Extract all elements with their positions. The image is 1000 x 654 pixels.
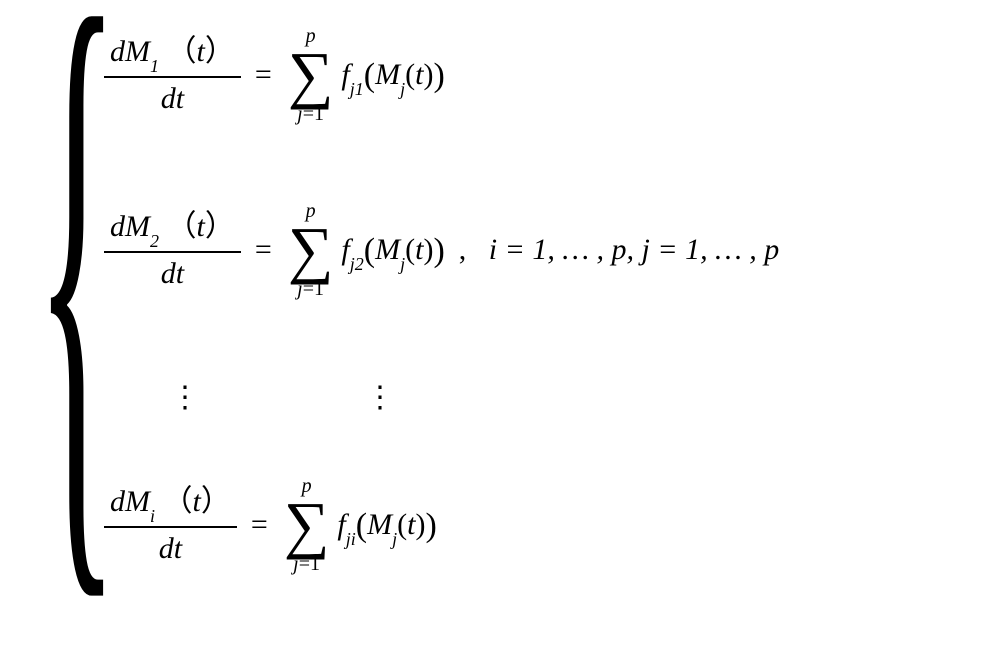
t: t (197, 210, 205, 243)
open: ( (364, 57, 375, 94)
lhs-fraction: dMi （t） dt (104, 483, 237, 567)
inner-open: ( (405, 233, 415, 266)
d: d (159, 532, 174, 565)
d: d (161, 257, 176, 290)
close: ) (433, 57, 444, 94)
trailing-condition: , i = 1, … , p, j = 1, … , p (459, 233, 780, 267)
M-sub: j (400, 254, 405, 274)
f: f (341, 58, 349, 91)
open: ( (364, 232, 375, 269)
paren-open: （ (167, 210, 197, 243)
summation: p ∑ j=1 (288, 26, 334, 124)
d: d (110, 35, 125, 68)
lhs-fraction: dM2 （t） dt (104, 208, 241, 292)
index-ranges: i = 1, … , p, j = 1, … , p (489, 233, 780, 266)
inner-close: ) (423, 233, 433, 266)
inner-close: ) (423, 58, 433, 91)
paren-close: ） (205, 35, 235, 68)
lhs-fraction: dM1 （t） dt (104, 33, 241, 117)
M: M (125, 485, 150, 518)
close: ) (425, 507, 436, 544)
sigma-icon: ∑ (288, 46, 334, 104)
sum-eq: = (303, 103, 314, 125)
f-sub: j1 (350, 79, 364, 99)
paren-close: ） (201, 485, 231, 518)
t: t (176, 257, 184, 290)
summation: p ∑ j=1 (288, 201, 334, 299)
inner-open: ( (405, 58, 415, 91)
sum-1: 1 (314, 103, 324, 125)
f-sub: ji (346, 529, 356, 549)
paren-open: （ (167, 35, 197, 68)
equation-row-i: dMi （t） dt = p ∑ j=1 fji(Mj(t)) (100, 455, 437, 595)
equals: = (255, 58, 272, 92)
rhs-function: fj2(Mj(t)) (341, 230, 444, 271)
equals: = (251, 508, 268, 542)
sigma-icon: ∑ (284, 496, 330, 554)
f-sub: j2 (350, 254, 364, 274)
close: ) (433, 232, 444, 269)
M-sub: 1 (150, 56, 159, 76)
f: f (337, 508, 345, 541)
open: ( (356, 507, 367, 544)
paren-open: （ (163, 485, 193, 518)
d: d (110, 485, 125, 518)
sum-1: 1 (314, 278, 324, 300)
sum-1: 1 (310, 553, 320, 575)
paren-close: ） (205, 210, 235, 243)
t: t (197, 35, 205, 68)
M: M (125, 35, 150, 68)
rhs-function: fji(Mj(t)) (337, 505, 436, 546)
t: t (193, 485, 201, 518)
summation: p ∑ j=1 (284, 476, 330, 574)
sigma-icon: ∑ (288, 221, 334, 279)
M: M (125, 210, 150, 243)
t: t (176, 82, 184, 115)
f: f (341, 233, 349, 266)
d: d (161, 82, 176, 115)
equals: = (255, 233, 272, 267)
rhs-function: fj1(Mj(t)) (341, 55, 444, 96)
M: M (367, 508, 392, 541)
M-sub: i (150, 506, 155, 526)
M: M (375, 233, 400, 266)
inner-close: ) (415, 508, 425, 541)
equation-row-2: dM2 （t） dt = p ∑ j=1 fj2(Mj(t)) , i = 1,… (100, 180, 779, 320)
comma: , (459, 233, 467, 266)
vdots-left: ⋮ (170, 380, 200, 415)
equation-system: { dM1 （t） dt = p ∑ j=1 fj1(Mj(t)) dM2 （t… (0, 0, 1000, 613)
equation-row-1: dM1 （t） dt = p ∑ j=1 fj1(Mj(t)) (100, 5, 445, 145)
inner-open: ( (397, 508, 407, 541)
M-sub: 2 (150, 231, 159, 251)
sum-eq: = (299, 553, 310, 575)
M: M (375, 58, 400, 91)
d: d (110, 210, 125, 243)
t: t (174, 532, 182, 565)
vdots-right: ⋮ (365, 380, 395, 415)
M-sub: j (400, 79, 405, 99)
M-sub: j (392, 529, 397, 549)
sum-eq: = (303, 278, 314, 300)
